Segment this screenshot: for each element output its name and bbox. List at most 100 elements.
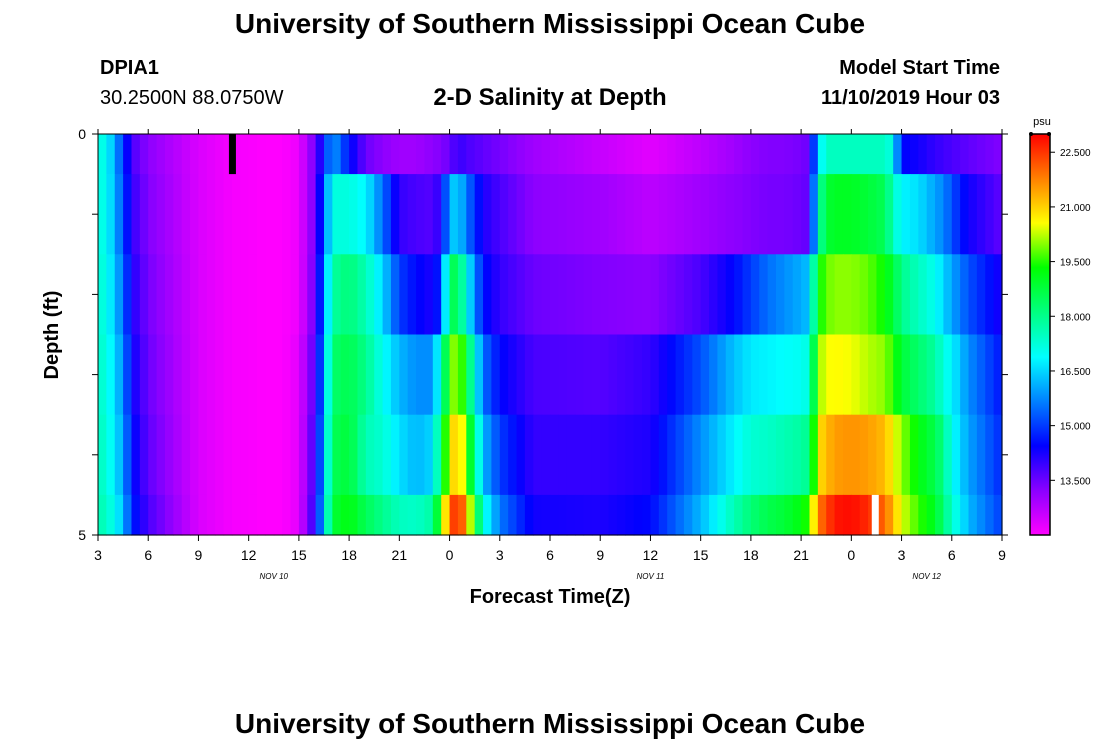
heatmap-cell — [566, 134, 576, 175]
heatmap-cell — [784, 334, 794, 416]
heatmap-cell — [474, 254, 484, 336]
x-tick-label: 3 — [496, 547, 504, 563]
heatmap-cell — [583, 414, 593, 496]
heatmap-cell — [583, 134, 593, 175]
heatmap-cell — [993, 414, 1003, 496]
heatmap-cell — [633, 494, 643, 536]
heatmap-cell — [390, 254, 400, 336]
heatmap-cell — [709, 174, 719, 255]
heatmap-cell — [390, 334, 400, 416]
heatmap-cell — [399, 494, 409, 536]
heatmap-cell — [315, 254, 325, 336]
heatmap-cell — [164, 174, 174, 255]
heatmap-cell — [968, 134, 978, 175]
heatmap-cell — [164, 494, 174, 536]
heatmap-cell — [265, 494, 275, 536]
heatmap-cell — [767, 414, 777, 496]
heatmap-cell — [667, 254, 677, 336]
heatmap-cell — [290, 174, 300, 255]
heatmap-cell — [257, 334, 267, 416]
heatmap-cell — [198, 494, 208, 536]
heatmap-cell — [223, 494, 233, 536]
heatmap-cell — [407, 414, 417, 496]
heatmap-cell — [884, 134, 894, 175]
heatmap-cell — [365, 494, 375, 536]
heatmap-cell — [164, 414, 174, 496]
heatmap-cell — [600, 334, 610, 416]
heatmap-cell — [658, 494, 668, 536]
heatmap-cell — [357, 334, 367, 416]
heatmap-cell — [993, 134, 1003, 175]
heatmap-cell — [156, 414, 166, 496]
heatmap-cell — [575, 334, 585, 416]
heatmap-cell — [550, 174, 559, 255]
heatmap-cell — [483, 254, 493, 336]
heatmap-cell — [516, 414, 526, 496]
heatmap-cell — [633, 134, 643, 175]
heatmap-cell — [524, 254, 534, 336]
heatmap-cell — [332, 254, 342, 336]
heatmap-cell — [131, 494, 141, 536]
heatmap-cell — [692, 174, 702, 255]
heatmap-cell — [725, 414, 735, 496]
heatmap-cell — [407, 494, 417, 536]
heatmap-cell — [206, 334, 216, 416]
heatmap-cell — [926, 494, 936, 536]
heatmap-cell — [633, 174, 643, 255]
heatmap-cell — [667, 134, 677, 175]
heatmap-cell — [298, 174, 308, 255]
heatmap-cell — [734, 174, 744, 255]
heatmap-cell — [901, 494, 911, 536]
colorbar-tick-label: 15.000 — [1060, 422, 1091, 433]
colorbar-tick-label: 22.500 — [1060, 148, 1091, 159]
heatmap-cell — [943, 174, 953, 255]
heatmap-cell — [466, 134, 476, 175]
heatmap-cell — [817, 254, 827, 336]
x-tick-label: 12 — [241, 547, 257, 563]
heatmap-cell — [131, 134, 141, 175]
heatmap-cell — [968, 334, 978, 416]
heatmap-cell — [483, 174, 493, 255]
heatmap-cell — [700, 254, 710, 336]
heatmap-cell — [926, 134, 936, 175]
heatmap-cell — [424, 174, 434, 255]
heatmap-cell — [164, 334, 174, 416]
heatmap-cell — [382, 334, 392, 416]
heatmap-cell — [491, 494, 501, 536]
heatmap-cell — [240, 414, 250, 496]
heatmap-cell — [926, 414, 936, 496]
heatmap-cell — [273, 254, 283, 336]
x-tick-label: 6 — [546, 547, 554, 563]
heatmap-cell — [231, 174, 241, 255]
heatmap-cell — [483, 134, 493, 175]
heatmap-cell — [909, 334, 919, 416]
heatmap-cell — [382, 414, 392, 496]
heatmap-cell — [223, 334, 233, 416]
heatmap-cell — [851, 254, 861, 336]
heatmap-cell — [315, 414, 325, 496]
heatmap-cell — [558, 414, 568, 496]
heatmap-cell — [114, 254, 124, 336]
heatmap-cell — [390, 414, 400, 496]
heatmap-cell — [985, 494, 995, 536]
heatmap-cell — [842, 174, 852, 255]
heatmap-cell — [173, 134, 183, 175]
heatmap-cell — [491, 174, 501, 255]
heatmap-cell — [742, 254, 752, 336]
heatmap-cell — [926, 174, 936, 255]
heatmap-cell — [851, 494, 861, 536]
heatmap-cell — [792, 254, 802, 336]
x-tick-label: 6 — [144, 547, 152, 563]
heatmap-cell — [114, 174, 124, 255]
heatmap-cell — [231, 334, 241, 416]
heatmap-cell — [424, 134, 434, 175]
heatmap-cell — [365, 134, 375, 175]
heatmap-cell — [290, 334, 300, 416]
colorbar-cap-right — [1047, 132, 1051, 136]
heatmap-cell — [742, 334, 752, 416]
heatmap-cell — [499, 494, 509, 536]
heatmap-cell — [524, 334, 534, 416]
heatmap-cell — [734, 334, 744, 416]
heatmap-cell — [776, 134, 785, 175]
heatmap-cell — [215, 254, 225, 336]
